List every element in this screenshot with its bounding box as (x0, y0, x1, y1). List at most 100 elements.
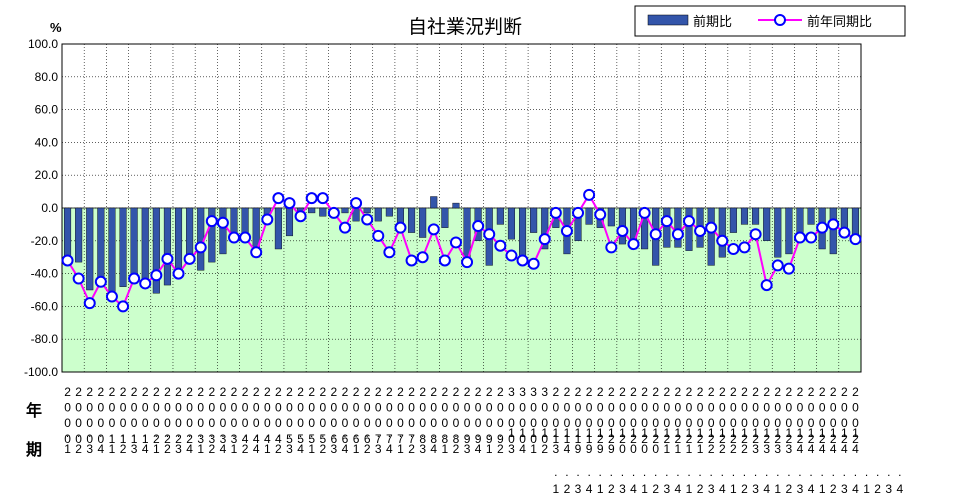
x-tick-label: . (765, 465, 768, 479)
x-tick-label: . (665, 465, 668, 479)
line-point (427, 223, 440, 236)
x-tick-label: 0 (275, 401, 282, 415)
x-tick-label: . (776, 465, 779, 479)
x-tick-label: 5 (308, 432, 315, 446)
x-tick-label: . (110, 426, 113, 440)
x-tick-label: 1 (541, 426, 548, 440)
x-tick-label: 2 (75, 385, 82, 399)
bar (274, 207, 282, 250)
line-point (250, 246, 263, 259)
x-tick-label: 2 (697, 385, 704, 399)
x-tick-label: 0 (686, 401, 693, 415)
x-tick-label: 1 (686, 482, 693, 496)
x-tick-label: 2 (497, 385, 504, 399)
x-tick-label: 1 (719, 426, 726, 440)
x-tick-label: 2 (220, 385, 227, 399)
y-tick-label: 80.0 (35, 70, 59, 84)
x-tick-label: . (832, 465, 835, 479)
bar (796, 207, 804, 233)
x-tick-label: 5 (319, 432, 326, 446)
x-tick-label: 2 (730, 432, 737, 446)
bar (130, 207, 138, 284)
x-tick-label: 0 (508, 401, 515, 415)
x-tick-label: 1 (530, 426, 537, 440)
x-tick-label: 0 (830, 416, 837, 430)
x-tick-label: 0 (608, 416, 615, 430)
x-tick-label: 3 (774, 442, 781, 456)
x-tick-label: 2 (64, 385, 71, 399)
line-point (272, 192, 285, 205)
x-tick-label: 4 (896, 482, 903, 496)
bar (607, 207, 615, 227)
chart-title: 自社業況判断 (408, 16, 522, 38)
x-tick-label: 0 (597, 416, 604, 430)
y-tick-label: 100.0 (28, 37, 58, 51)
x-tick-label: 2 (686, 432, 693, 446)
x-tick-label: . (366, 426, 369, 440)
line-point (316, 192, 329, 205)
x-tick-label: . (188, 426, 191, 440)
x-tick-label: 0 (841, 401, 848, 415)
x-tick-label: . (199, 426, 202, 440)
x-tick-label: 2 (763, 432, 770, 446)
x-tick-label: 4 (297, 442, 304, 456)
x-tick-label: 0 (453, 401, 460, 415)
x-tick-label: 0 (231, 401, 238, 415)
x-tick-label: 0 (153, 416, 160, 430)
x-tick-label: 0 (508, 416, 515, 430)
x-tick-label: 2 (741, 432, 748, 446)
x-tick-label: 2 (142, 385, 149, 399)
x-tick-label: 3 (552, 442, 559, 456)
x-tick-label: 1 (131, 432, 138, 446)
x-tick-label: 0 (353, 401, 360, 415)
x-tick-label: 3 (575, 482, 582, 496)
x-tick-label: 0 (652, 442, 659, 456)
x-tick-label: 0 (419, 416, 426, 430)
x-tick-label: 4 (819, 442, 826, 456)
x-tick-label: . (132, 426, 135, 440)
x-tick-label: 2 (164, 442, 171, 456)
line-point (638, 206, 651, 219)
x-tick-label: . (465, 426, 468, 440)
x-tick-label: 2 (541, 442, 548, 456)
x-tick-label: 1 (586, 432, 593, 446)
x-tick-label: 1 (786, 426, 793, 440)
x-tick-label: . (798, 465, 801, 479)
x-tick-label: 0 (675, 416, 682, 430)
x-tick-label: 0 (164, 416, 171, 430)
x-tick-label: 0 (153, 401, 160, 415)
x-tick-label: . (787, 465, 790, 479)
x-tick-label: 0 (786, 401, 793, 415)
x-tick-label: 2 (208, 385, 215, 399)
x-tick-label: 2 (708, 432, 715, 446)
x-tick-label: . (454, 426, 457, 440)
x-tick-label: . (576, 465, 579, 479)
x-tick-label: 2 (652, 385, 659, 399)
x-tick-label: 1 (231, 442, 238, 456)
x-tick-label: . (77, 426, 80, 440)
line-point (805, 231, 818, 244)
line-point (228, 231, 241, 244)
bar (674, 207, 682, 248)
x-tick-label: 2 (852, 432, 859, 446)
x-tick-label: 4 (475, 442, 482, 456)
x-tick-label: 2 (619, 385, 626, 399)
grid-lines (61, 43, 862, 373)
line-point (350, 197, 363, 210)
x-tick-label: 0 (197, 416, 204, 430)
x-tick-label: . (587, 465, 590, 479)
y-tick-label: -80.0 (31, 332, 59, 346)
x-tick-label: 0 (597, 401, 604, 415)
line-point (838, 226, 851, 239)
x-tick-label: 8 (442, 432, 449, 446)
line-point (361, 213, 374, 226)
x-tick-label: 4 (675, 482, 682, 496)
x-tick-label: 0 (541, 401, 548, 415)
bar (86, 207, 94, 291)
x-tick-label: 0 (208, 401, 215, 415)
row-label-quarter: 期 (26, 440, 42, 459)
x-tick-label: 0 (519, 416, 526, 430)
row-label-year: 年 (26, 401, 42, 420)
x-tick-label: 3 (752, 442, 759, 456)
x-tick-label: 0 (375, 401, 382, 415)
